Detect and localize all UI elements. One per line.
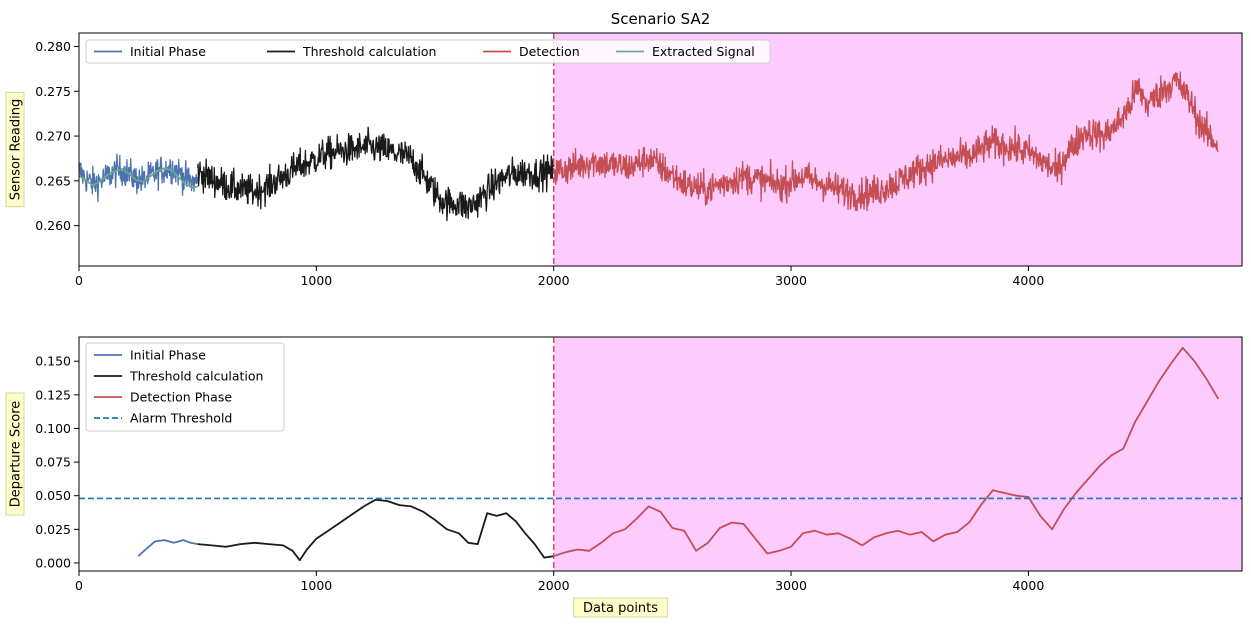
detection-region	[553, 337, 1242, 571]
legend-label: Detection Phase	[130, 390, 232, 405]
legend-box	[85, 342, 285, 432]
y-axis-label-box	[5, 91, 25, 208]
y-tick-label: 0.270	[35, 129, 71, 144]
axes-frame	[78, 32, 1243, 267]
y-axis-label: Sensor Reading	[9, 99, 24, 200]
x-tick-label: 4000	[1012, 273, 1044, 288]
series-line-threshold-calculation	[197, 498, 554, 562]
x-tick-label: 3000	[775, 578, 807, 593]
x-tick-label: 4000	[1012, 578, 1044, 593]
chart-title: Scenario SA2	[611, 10, 711, 28]
series-line-extracted-signal	[79, 167, 199, 189]
y-tick-label: 0.100	[35, 421, 71, 436]
legend: Initial Phase Threshold calculation Detect…	[85, 39, 771, 64]
panel-1: 0 1000 2000 3000 4000 0.260 0.265 0.270 0.275 0.2…	[5, 10, 1243, 288]
x-tick-label: 3000	[775, 273, 807, 288]
legend-box	[85, 39, 771, 64]
x-axis-label: Data points	[583, 601, 658, 616]
plot-area	[79, 71, 1219, 222]
y-axis-label-group: Sensor Reading	[5, 91, 25, 208]
legend-label: Initial Phase	[130, 44, 206, 59]
y-tick-label: 0.050	[35, 488, 71, 503]
y-tick-label: 0.150	[35, 354, 71, 369]
y-axis-label-box	[5, 392, 25, 516]
legend-label: Threshold calculation	[129, 369, 263, 384]
y-axis-label: Departure Score	[9, 401, 24, 508]
y-tick-label: 0.000	[35, 555, 71, 570]
x-tick-label: 1000	[300, 273, 332, 288]
x-tick-label: 0	[75, 273, 83, 288]
y-tick-label: 0.260	[35, 218, 71, 233]
legend-label: Initial Phase	[130, 348, 206, 363]
x-tick-label: 1000	[300, 578, 332, 593]
x-tick-label: 2000	[538, 578, 570, 593]
y-tick-label: 0.275	[35, 84, 71, 99]
series-line-threshold-calculation	[197, 126, 555, 222]
series-line-detection	[553, 71, 1219, 212]
y-tick-label: 0.125	[35, 387, 71, 402]
legend-label: Extracted Signal	[652, 44, 755, 59]
legend-label: Alarm Threshold	[130, 411, 232, 426]
legend-label: Threshold calculation	[302, 44, 436, 59]
axes-frame	[78, 336, 1243, 572]
series-line-detection-phase	[553, 346, 1220, 558]
y-tick-label: 0.280	[35, 39, 71, 54]
panel-2: 0 1000 2000 3000 4000 0.000 0.025 0.050 0.075 0.1…	[5, 336, 1243, 618]
x-tick-label: 0	[75, 578, 83, 593]
x-axis-label-box	[573, 597, 668, 618]
legend: Initial Phase Threshold calculation Detect…	[85, 342, 285, 432]
y-tick-label: 0.075	[35, 455, 71, 470]
detection-region	[553, 33, 1242, 266]
series-line-initial-phase	[137, 539, 198, 557]
y-tick-label: 0.025	[35, 522, 71, 537]
y-axis-label-group: Departure Score	[5, 392, 25, 516]
plot-area	[79, 346, 1242, 562]
y-tick-label: 0.265	[35, 173, 71, 188]
legend-label: Detection	[519, 44, 580, 59]
x-tick-label: 2000	[538, 273, 570, 288]
